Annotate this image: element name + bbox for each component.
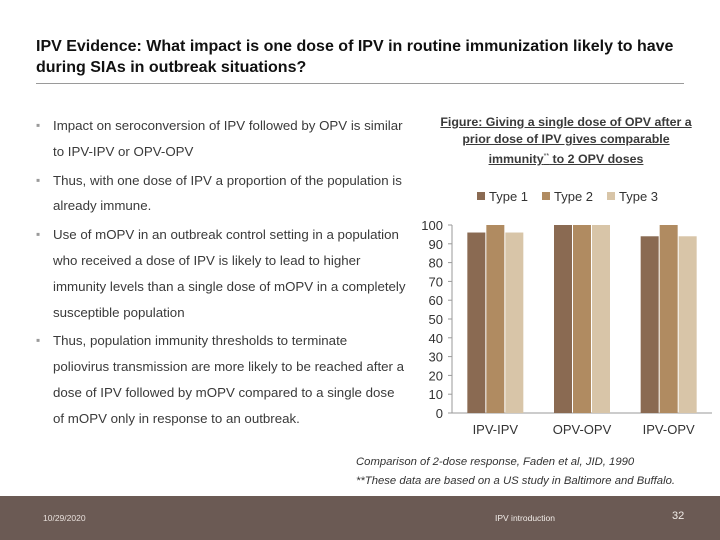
x-tick-label: IPV-IPV [473, 422, 519, 437]
bar [554, 225, 572, 413]
y-tick-label: 30 [429, 350, 443, 365]
bar [467, 232, 486, 413]
title-divider [36, 83, 684, 84]
bar [640, 236, 659, 413]
figure-title-footnote-mark: ** [543, 153, 550, 160]
y-tick-label: 20 [429, 368, 443, 383]
x-tick-label: IPV-OPV [643, 422, 695, 437]
footer-date: 10/29/2020 [43, 513, 86, 523]
figure-title-tail: to 2 OPV doses [549, 152, 644, 167]
y-tick-label: 80 [429, 256, 443, 271]
y-tick-label: 70 [429, 274, 443, 289]
x-tick-label: OPV-OPV [553, 422, 612, 437]
y-tick-label: 0 [436, 406, 443, 421]
footer-title: IPV introduction [495, 513, 556, 523]
bullet-item: Thus, with one dose of IPV a proportion … [36, 168, 406, 220]
legend-label: Type 1 [489, 189, 528, 204]
y-tick-label: 60 [429, 293, 443, 308]
y-tick-label: 90 [429, 237, 443, 252]
bullet-item: Thus, population immunity thresholds to … [36, 328, 406, 431]
caption-footnote: **These data are based on a US study in … [356, 475, 676, 487]
bullet-list: Impact on seroconversion of IPV followed… [36, 113, 406, 435]
bar [659, 225, 678, 413]
bar [678, 236, 697, 413]
y-tick-label: 40 [429, 331, 443, 346]
bar [505, 232, 524, 413]
page-number: 32 [672, 510, 685, 522]
figure-title: Figure: Giving a single dose of OPV afte… [432, 114, 700, 168]
legend-swatch [607, 192, 615, 200]
legend-swatch [477, 192, 485, 200]
caption-source: Comparison of 2-dose response, Faden et … [356, 456, 635, 468]
legend-label: Type 2 [554, 189, 593, 204]
figure-title-main: Figure: Giving a single dose of OPV afte… [440, 115, 692, 167]
figure-caption: Comparison of 2-dose response, Faden et … [356, 453, 720, 491]
bar [592, 225, 610, 413]
y-tick-label: 10 [429, 387, 443, 402]
y-tick-label: 100 [421, 218, 443, 233]
legend-label: Type 3 [619, 189, 658, 204]
bullet-item: Use of mOPV in an outbreak control setti… [36, 222, 406, 325]
bar [573, 225, 591, 413]
slide-title: IPV Evidence: What impact is one dose of… [36, 38, 674, 76]
bullet-item: Impact on seroconversion of IPV followed… [36, 113, 406, 165]
slide-footer: 10/29/2020 IPV introduction 32 [0, 496, 720, 540]
y-tick-label: 50 [429, 312, 443, 327]
legend-swatch [542, 192, 550, 200]
bar [486, 225, 505, 413]
